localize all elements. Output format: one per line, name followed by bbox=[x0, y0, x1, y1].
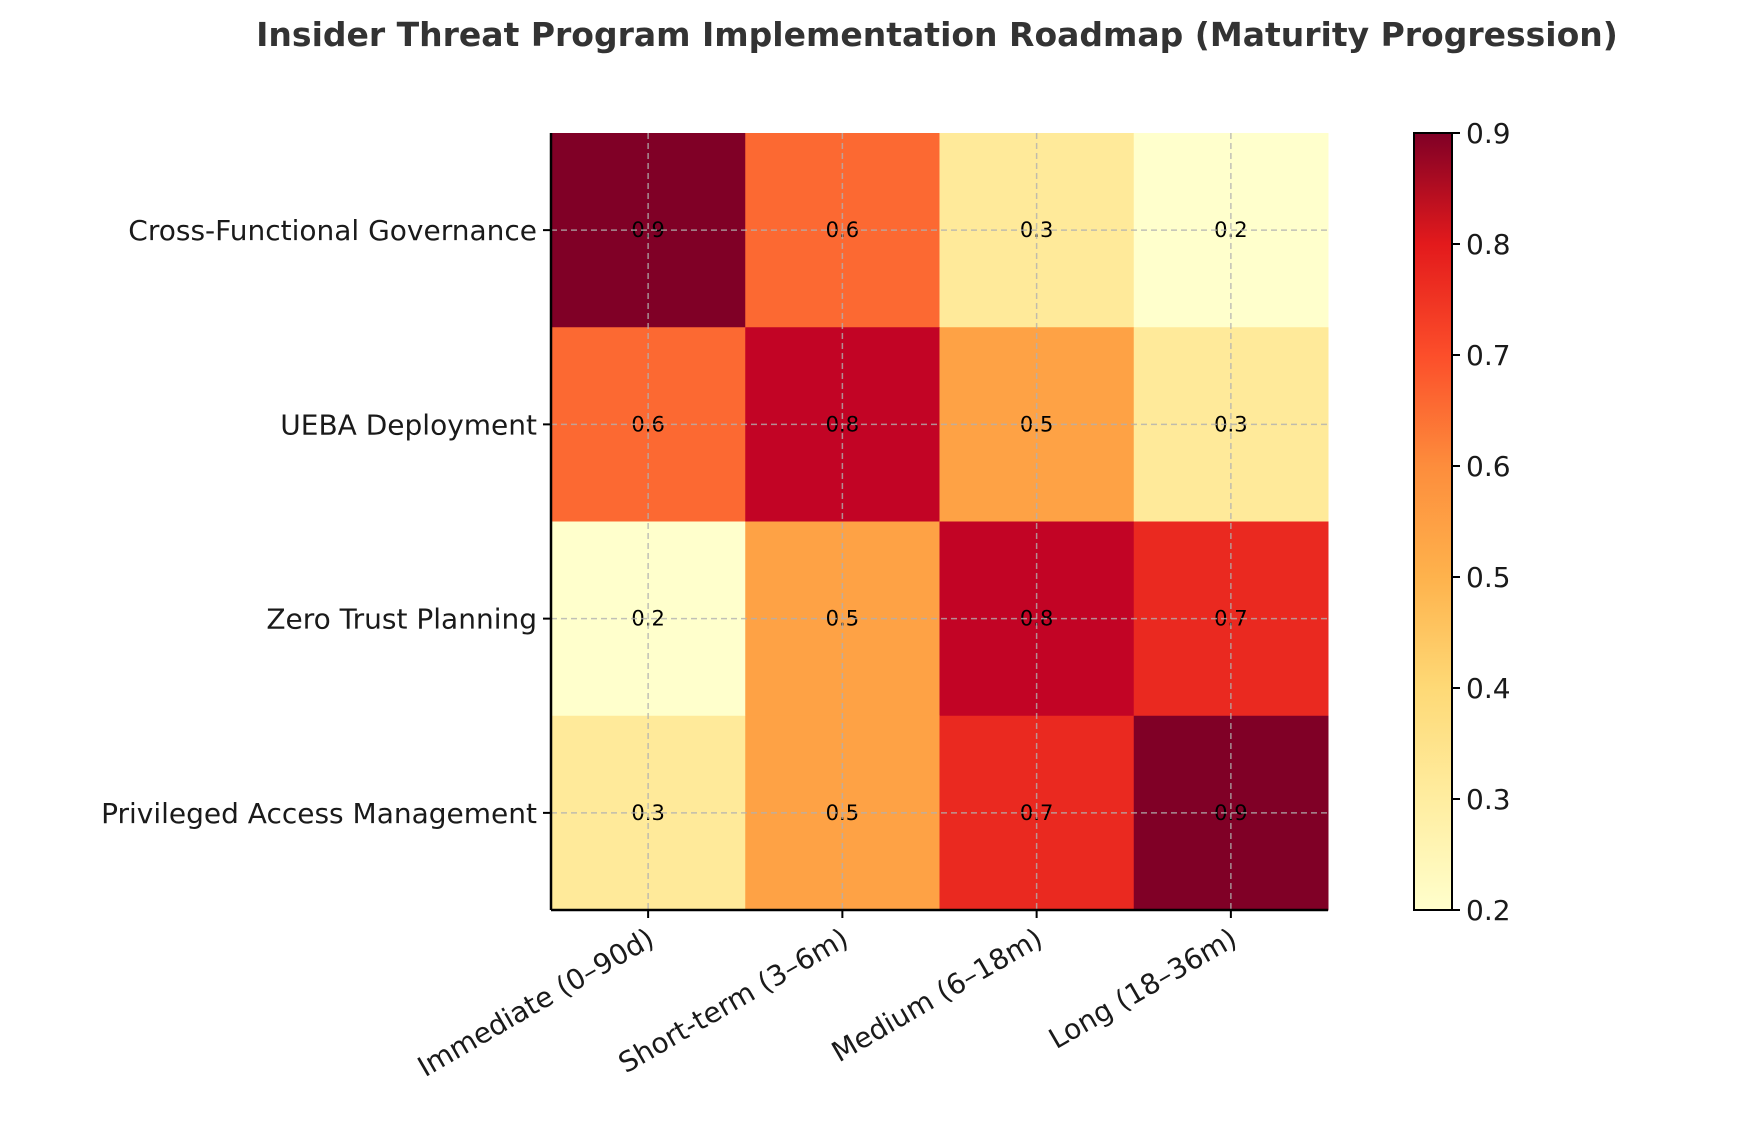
row-label: Zero Trust Planning bbox=[266, 603, 537, 636]
colorbar-tick-label: 0.3 bbox=[1466, 783, 1511, 816]
colorbar-tick-label: 0.4 bbox=[1466, 672, 1511, 705]
colorbar-tick-label: 0.6 bbox=[1466, 450, 1511, 483]
heatmap-cells: 0.90.60.30.20.60.80.50.30.20.50.80.70.30… bbox=[551, 133, 1329, 911]
colorbar-tick-label: 0.8 bbox=[1466, 228, 1511, 261]
row-label: Privileged Access Management bbox=[101, 797, 537, 830]
colorbar-tick-label: 0.2 bbox=[1466, 894, 1511, 927]
colorbar: 0.2 0.3 0.4 0.5 0.6 0.7 0.8 0.9 bbox=[1413, 117, 1511, 927]
colorbar-tick-label: 0.5 bbox=[1466, 561, 1511, 594]
row-label: UEBA Deployment bbox=[280, 408, 537, 441]
colorbar-gradient bbox=[1413, 132, 1453, 911]
chart-title: Insider Threat Program Implementation Ro… bbox=[256, 15, 1618, 54]
colorbar-tick-label: 0.9 bbox=[1466, 117, 1511, 150]
colorbar-tick-label: 0.7 bbox=[1466, 339, 1511, 372]
column-label: Long (18–36m) bbox=[1043, 921, 1242, 1055]
axes bbox=[543, 133, 1328, 918]
column-label: Medium (6–18m) bbox=[826, 921, 1048, 1068]
row-label: Cross-Functional Governance bbox=[128, 214, 537, 247]
